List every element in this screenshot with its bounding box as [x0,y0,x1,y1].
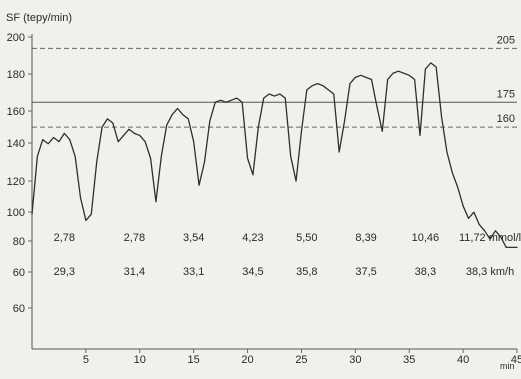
lactate-annotation: 11,72 mmol/l [459,232,521,244]
x-tick-label: 25 [295,354,307,366]
lactate-annotation: 5,50 [296,232,317,244]
y-axis-title: SF (tepy/min) [6,12,72,24]
x-tick-label: 20 [241,354,253,366]
x-tick-label: 35 [403,354,415,366]
speed-annotation: 37,5 [355,266,376,278]
x-tick-label: 5 [83,354,89,366]
reference-label-160: 160 [497,113,515,125]
lactate-annotation: 3,54 [183,232,204,244]
lactate-annotation: 10,46 [412,232,440,244]
speed-annotation: 29,3 [54,266,75,278]
reference-label-175: 175 [497,88,515,100]
y-tick-label: 60 [13,267,25,279]
y-tick-label: 200 [7,32,25,44]
x-tick-label: 10 [134,354,146,366]
y-tick-label: 60 [13,303,25,315]
reference-label-205: 205 [497,34,515,46]
y-tick-label: 100 [7,207,25,219]
y-tick-label: 120 [7,176,25,188]
speed-annotation: 38,3 [415,266,436,278]
speed-annotation: 33,1 [183,266,204,278]
lactate-annotation: 2,78 [54,232,75,244]
y-tick-label: 80 [13,236,25,248]
speed-annotation: 34,5 [242,266,263,278]
y-tick-label: 160 [7,106,25,118]
x-tick-label: 30 [349,354,361,366]
speed-annotation: 38,3 km/h [466,266,514,278]
y-tick-label: 140 [7,138,25,150]
lactate-annotation: 2,78 [124,232,145,244]
y-tick-label: 180 [7,69,25,81]
lactate-annotation: 8,39 [355,232,376,244]
x-tick-label: 15 [188,354,200,366]
lactate-annotation: 4,23 [242,232,263,244]
x-tick-label: 45 [511,354,521,366]
speed-annotation: 35,8 [296,266,317,278]
speed-annotation: 31,4 [124,266,145,278]
x-tick-label: 40 [457,354,469,366]
